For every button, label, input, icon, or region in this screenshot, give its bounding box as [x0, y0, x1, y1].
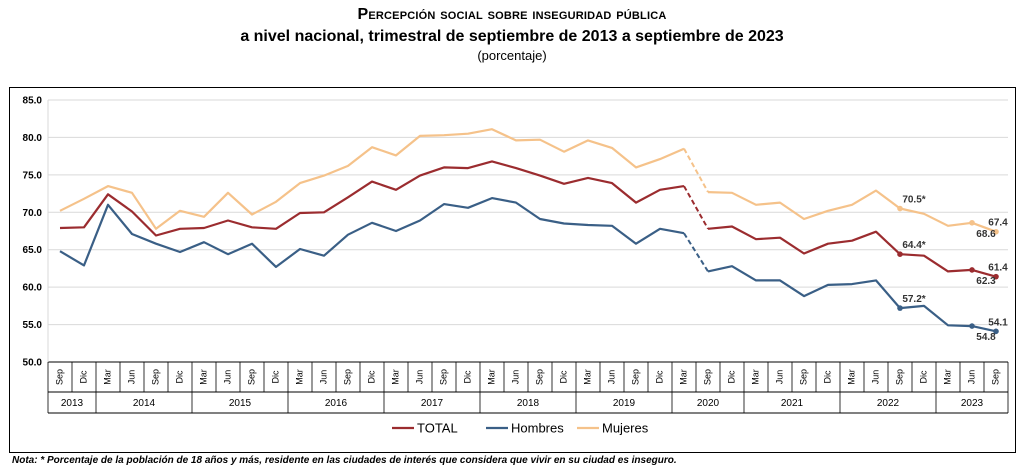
- x-tick-label-8: Sep: [246, 369, 256, 385]
- x-tick-label-27: Sep: [702, 369, 712, 385]
- x-tick-label-23: Jun: [606, 370, 616, 385]
- chart-subtitle: (porcentaje): [477, 48, 547, 63]
- chart-frame: [9, 87, 1016, 453]
- series-0-data-label-2: 61.4: [988, 263, 1008, 274]
- y-tick-label-1: 55.0: [23, 320, 43, 331]
- year-label-1: 2014: [133, 398, 156, 409]
- series-1-data-label-1: 54.8: [976, 332, 996, 343]
- x-tick-label-31: Sep: [798, 369, 808, 385]
- series-2-data-label-2: 67.4: [988, 218, 1008, 229]
- x-tick-label-3: Jun: [126, 370, 136, 385]
- series-1-line-dashed: [683, 232, 709, 272]
- x-tick-label-19: Jun: [510, 370, 520, 385]
- year-label-7: 2020: [697, 398, 720, 409]
- x-tick-label-32: Dic: [822, 370, 832, 383]
- x-tick-label-7: Jun: [222, 370, 232, 385]
- y-tick-label-3: 65.0: [23, 245, 43, 256]
- series-1-point-39: [993, 328, 999, 335]
- x-tick-label-33: Mar: [846, 369, 856, 385]
- x-tick-label-30: Jun: [774, 370, 784, 385]
- series-1-point-38: [969, 323, 975, 329]
- x-tick-label-37: Mar: [942, 369, 952, 385]
- year-label-0: 2013: [61, 398, 84, 409]
- footnote: Nota: * Porcentaje de la población de 18…: [12, 455, 677, 466]
- series-0-point-39: [993, 273, 999, 280]
- series-0-line-b: [707, 225, 997, 278]
- series-2-data-label-1: 68.6: [976, 229, 996, 240]
- x-tick-label-16: Sep: [438, 369, 448, 385]
- y-tick-label-4: 70.0: [23, 208, 43, 219]
- series-0-data-label-0: 64.4*: [902, 240, 925, 251]
- legend-label-0: TOTAL: [417, 421, 458, 436]
- x-tick-label-24: Sep: [630, 369, 640, 385]
- series-1-line-a: [59, 197, 685, 268]
- year-label-8: 2021: [781, 398, 804, 409]
- x-tick-label-14: Mar: [390, 369, 400, 385]
- y-tick-label-6: 80.0: [23, 133, 43, 144]
- x-tick-label-39: Sep: [990, 369, 1000, 385]
- series-2-line-a: [59, 128, 685, 230]
- x-tick-label-6: Mar: [198, 369, 208, 385]
- series-2-point-39: [993, 228, 999, 235]
- year-label-6: 2019: [613, 398, 636, 409]
- year-label-9: 2022: [877, 398, 900, 409]
- x-tick-label-20: Sep: [534, 369, 544, 385]
- x-tick-label-25: Dic: [654, 370, 664, 383]
- x-tick-label-0: Sep: [54, 369, 64, 385]
- x-tick-label-35: Sep: [894, 369, 904, 385]
- x-tick-label-21: Dic: [558, 370, 568, 383]
- x-tick-label-5: Dic: [174, 370, 184, 383]
- year-label-2: 2015: [229, 398, 252, 409]
- series-0-point-35: [897, 251, 903, 258]
- x-tick-label-34: Jun: [870, 370, 880, 385]
- series-1-point-35: [897, 305, 903, 311]
- x-tick-label-2: Mar: [102, 369, 112, 385]
- series-0-data-label-1: 62.3: [976, 276, 996, 287]
- x-tick-label-26: Mar: [678, 369, 688, 385]
- y-tick-label-7: 85.0: [23, 96, 43, 107]
- series-2-data-label-0: 70.5*: [902, 195, 925, 206]
- x-tick-label-12: Sep: [342, 369, 352, 385]
- chart-title-line2: a nivel nacional, trimestral de septiemb…: [240, 28, 784, 45]
- x-tick-label-36: Dic: [918, 370, 928, 383]
- series-2-point-38: [969, 219, 975, 226]
- y-tick-label-0: 50.0: [23, 358, 43, 369]
- x-tick-label-18: Mar: [486, 369, 496, 385]
- series-1-line-b: [707, 265, 997, 333]
- legend-label-2: Mujeres: [602, 421, 649, 436]
- x-tick-label-9: Dic: [270, 370, 280, 383]
- series-2-point-35: [897, 205, 903, 212]
- series-1-data-label-0: 57.2*: [902, 294, 925, 305]
- x-tick-label-4: Sep: [150, 369, 160, 385]
- line-chart: 50.0 55.0 60.0 65.0 70.0 75.0 80.0 85.0 Sep Dic Ma…: [23, 96, 1009, 436]
- x-tick-label-17: Dic: [462, 370, 472, 383]
- chart-titles: Percepción social sobre inseguridad públ…: [0, 4, 1024, 64]
- year-label-10: 2023: [961, 398, 984, 409]
- x-tick-label-10: Mar: [294, 369, 304, 385]
- x-tick-label-1: Dic: [78, 370, 88, 383]
- y-tick-label-5: 75.0: [23, 170, 43, 181]
- series-2-line-dashed: [683, 148, 709, 193]
- y-tick-label-2: 60.0: [23, 283, 43, 294]
- x-tick-label-13: Dic: [366, 370, 376, 383]
- x-tick-label-38: Jun: [966, 370, 976, 385]
- legend-label-1: Hombres: [511, 421, 564, 436]
- year-label-5: 2018: [517, 398, 540, 409]
- x-tick-label-22: Mar: [582, 369, 592, 385]
- year-label-4: 2017: [421, 398, 444, 409]
- x-tick-label-28: Dic: [726, 370, 736, 383]
- x-tick-label-11: Jun: [318, 370, 328, 385]
- x-tick-label-15: Jun: [414, 370, 424, 385]
- series-1-data-label-2: 54.1: [988, 317, 1008, 328]
- series-2-line-b: [707, 189, 997, 233]
- x-tick-label-29: Mar: [750, 369, 760, 385]
- series-0-point-38: [969, 267, 975, 273]
- chart-title-line1: Percepción social sobre inseguridad públ…: [357, 6, 667, 23]
- series-0-line-a: [59, 160, 685, 237]
- series-0-line-dashed: [683, 185, 709, 230]
- year-label-3: 2016: [325, 398, 348, 409]
